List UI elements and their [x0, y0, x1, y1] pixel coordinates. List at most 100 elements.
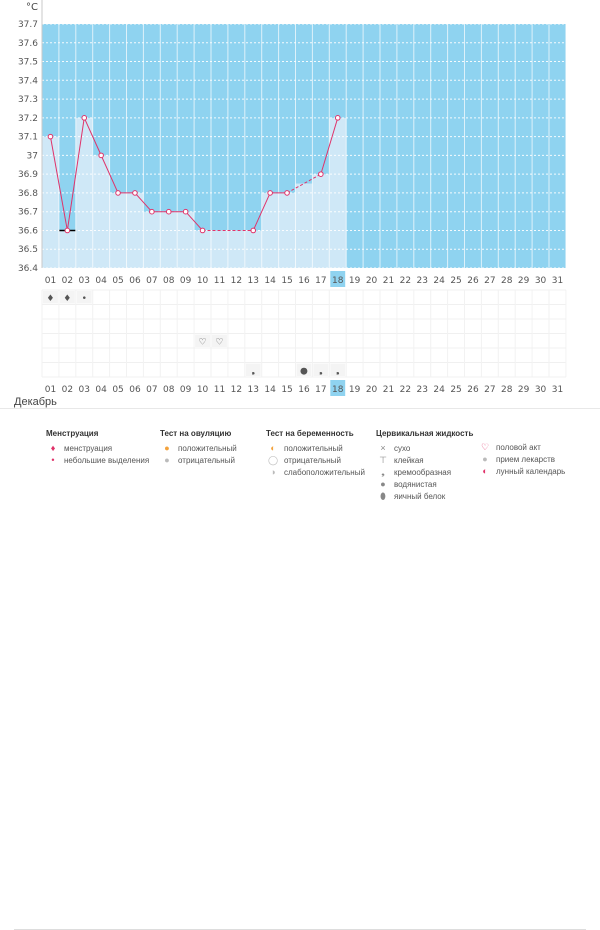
x-tick-label-bottom: 08	[163, 385, 175, 395]
x-tick-label-bottom: 27	[484, 385, 495, 395]
x-tick-label: 02	[62, 276, 73, 286]
legend-item-medication: ● прием лекарств	[478, 453, 565, 465]
x-tick-label-bottom: 23	[417, 385, 428, 395]
legend-pregnancy: Тест на беременность ◐ положительный ◯ отр…	[266, 429, 365, 478]
y-tick-label: 37.1	[18, 133, 38, 143]
x-tick-label: 21	[383, 276, 394, 286]
month-label: Декабрь	[14, 396, 57, 408]
x-tick-label: 04	[95, 276, 107, 286]
temperature-point	[64, 227, 71, 234]
marker-cell	[313, 363, 329, 376]
marker-cell	[330, 363, 346, 376]
y-tick-label: 37.4	[18, 76, 38, 86]
legend-item-sticky: ⊤ клейкая	[376, 454, 473, 466]
temperature-column	[295, 183, 313, 268]
legend-item-menstruation: ♦ менструация	[46, 442, 149, 454]
legend-cervical-title: Цервикальная жидкость	[376, 429, 474, 438]
marker-cell	[212, 334, 227, 347]
moon-icon: ◐	[482, 466, 488, 476]
temperature-point	[47, 133, 54, 140]
temperature-line-segment	[252, 192, 271, 231]
y-tick-label: 36.6	[18, 226, 38, 236]
temperature-point	[98, 152, 104, 159]
legend-item-spotting: • небольшие выделения	[46, 454, 149, 466]
x-tick-label-bottom: 17	[315, 385, 326, 395]
x-tick-label: 18	[332, 276, 344, 286]
x-tick-label: 17	[315, 276, 326, 286]
temperature-column	[42, 136, 59, 268]
legend: Менструация ♦ менструация • небольшие выде…	[0, 408, 600, 930]
x-tick-label: 29	[518, 276, 530, 286]
y-tick-label: 37.6	[18, 39, 38, 49]
y-tick-label: 36.4	[18, 264, 38, 274]
intercourse-heart-icon: ♡	[215, 338, 223, 348]
x-tick-label-bottom: 30	[535, 385, 547, 395]
x-tick-label-bottom: 29	[518, 385, 530, 395]
temperature-line-segment	[49, 136, 68, 231]
x-tick-label-bottom: 26	[467, 385, 479, 395]
temperature-line-segment	[83, 117, 102, 156]
temperature-column	[329, 117, 347, 268]
x-tick-label: 24	[433, 276, 445, 286]
x-tick-label-bottom: 10	[197, 385, 209, 395]
temperature-line-segment	[286, 173, 322, 194]
x-tick-label-bottom: 02	[62, 385, 73, 395]
x-tick-label: 07	[146, 276, 157, 286]
x-tick-label-bottom: 18	[332, 385, 344, 395]
x-tick-label-bottom: 28	[501, 385, 513, 395]
x-tick-label-bottom: 03	[79, 385, 90, 395]
x-tick-label: 10	[197, 276, 209, 286]
pregnancy-positive-icon: ◐	[270, 443, 276, 453]
x-tick-label: 16	[298, 276, 310, 286]
sticky-icon: ⊤	[379, 455, 387, 465]
creamy-icon: ❟	[381, 467, 385, 477]
x-tick-label: 05	[112, 276, 123, 286]
x-tick-label-bottom: 01	[45, 385, 56, 395]
temperature-column	[75, 117, 93, 268]
cervical-watery-icon: ●	[300, 367, 308, 377]
pregnancy-weak-icon: ◑	[270, 467, 276, 477]
temperature-column	[160, 211, 178, 268]
x-tick-label: 30	[535, 276, 547, 286]
x-tick-label-bottom: 13	[248, 385, 259, 395]
legend-item-pregnancy-negative: ◯ отрицательный	[267, 455, 341, 465]
drop-double-icon: ♦	[50, 443, 56, 453]
legend-menstruation: Менструация ♦ менструация • небольшие выде…	[46, 429, 149, 466]
x-tick-label: 08	[163, 276, 175, 286]
marker-cell	[76, 291, 92, 304]
x-tick-label: 22	[400, 276, 411, 286]
bbt-chart: 37.7 37.6 37.5 37.4 37.3 37.2 37.1 37 36.9 36.8 36…	[18, 0, 567, 396]
legend-ovulation-title: Тест на овуляцию	[160, 429, 232, 438]
x-tick-label-bottom: 16	[298, 385, 310, 395]
x-tick-label: 20	[366, 276, 378, 286]
x-tick-label-bottom: 05	[112, 385, 123, 395]
x-tick-label: 23	[417, 276, 428, 286]
ovulation-negative-icon: ●	[164, 455, 170, 465]
y-tick-label: 37.2	[18, 114, 38, 124]
cervical-creamy-icon: ❟	[251, 367, 255, 377]
drop-small-icon: •	[51, 455, 55, 465]
temperature-point	[182, 208, 189, 215]
temperature-point	[149, 208, 155, 215]
x-tick-label: 27	[484, 276, 495, 286]
y-tick-label: 37	[27, 151, 38, 161]
x-tick-label: 28	[501, 276, 513, 286]
x-tick-label: 13	[248, 276, 259, 286]
ovulation-positive-icon: ●	[164, 443, 170, 453]
temperature-point	[318, 171, 324, 177]
legend-menstruation-title: Менструация	[46, 429, 99, 438]
temperature-column	[92, 155, 110, 268]
x-tick-label: 19	[349, 276, 361, 286]
y-tick-label: 37.7	[18, 20, 38, 30]
spotting-drop-icon: •	[82, 294, 87, 304]
x-tick-label-bottom: 24	[433, 385, 445, 395]
x-tick-label-bottom: 11	[214, 385, 225, 395]
legend-item-pregnancy-positive: ◐ положительный	[266, 442, 365, 454]
x-tick-label-bottom: 06	[129, 385, 141, 395]
x-tick-label-bottom: 14	[264, 385, 276, 395]
x-tick-label: 31	[552, 276, 563, 286]
temperature-point	[284, 190, 290, 196]
x-tick-label-bottom: 25	[450, 385, 461, 395]
x-tick-label-bottom: 20	[366, 385, 378, 395]
temperature-point	[165, 208, 172, 215]
